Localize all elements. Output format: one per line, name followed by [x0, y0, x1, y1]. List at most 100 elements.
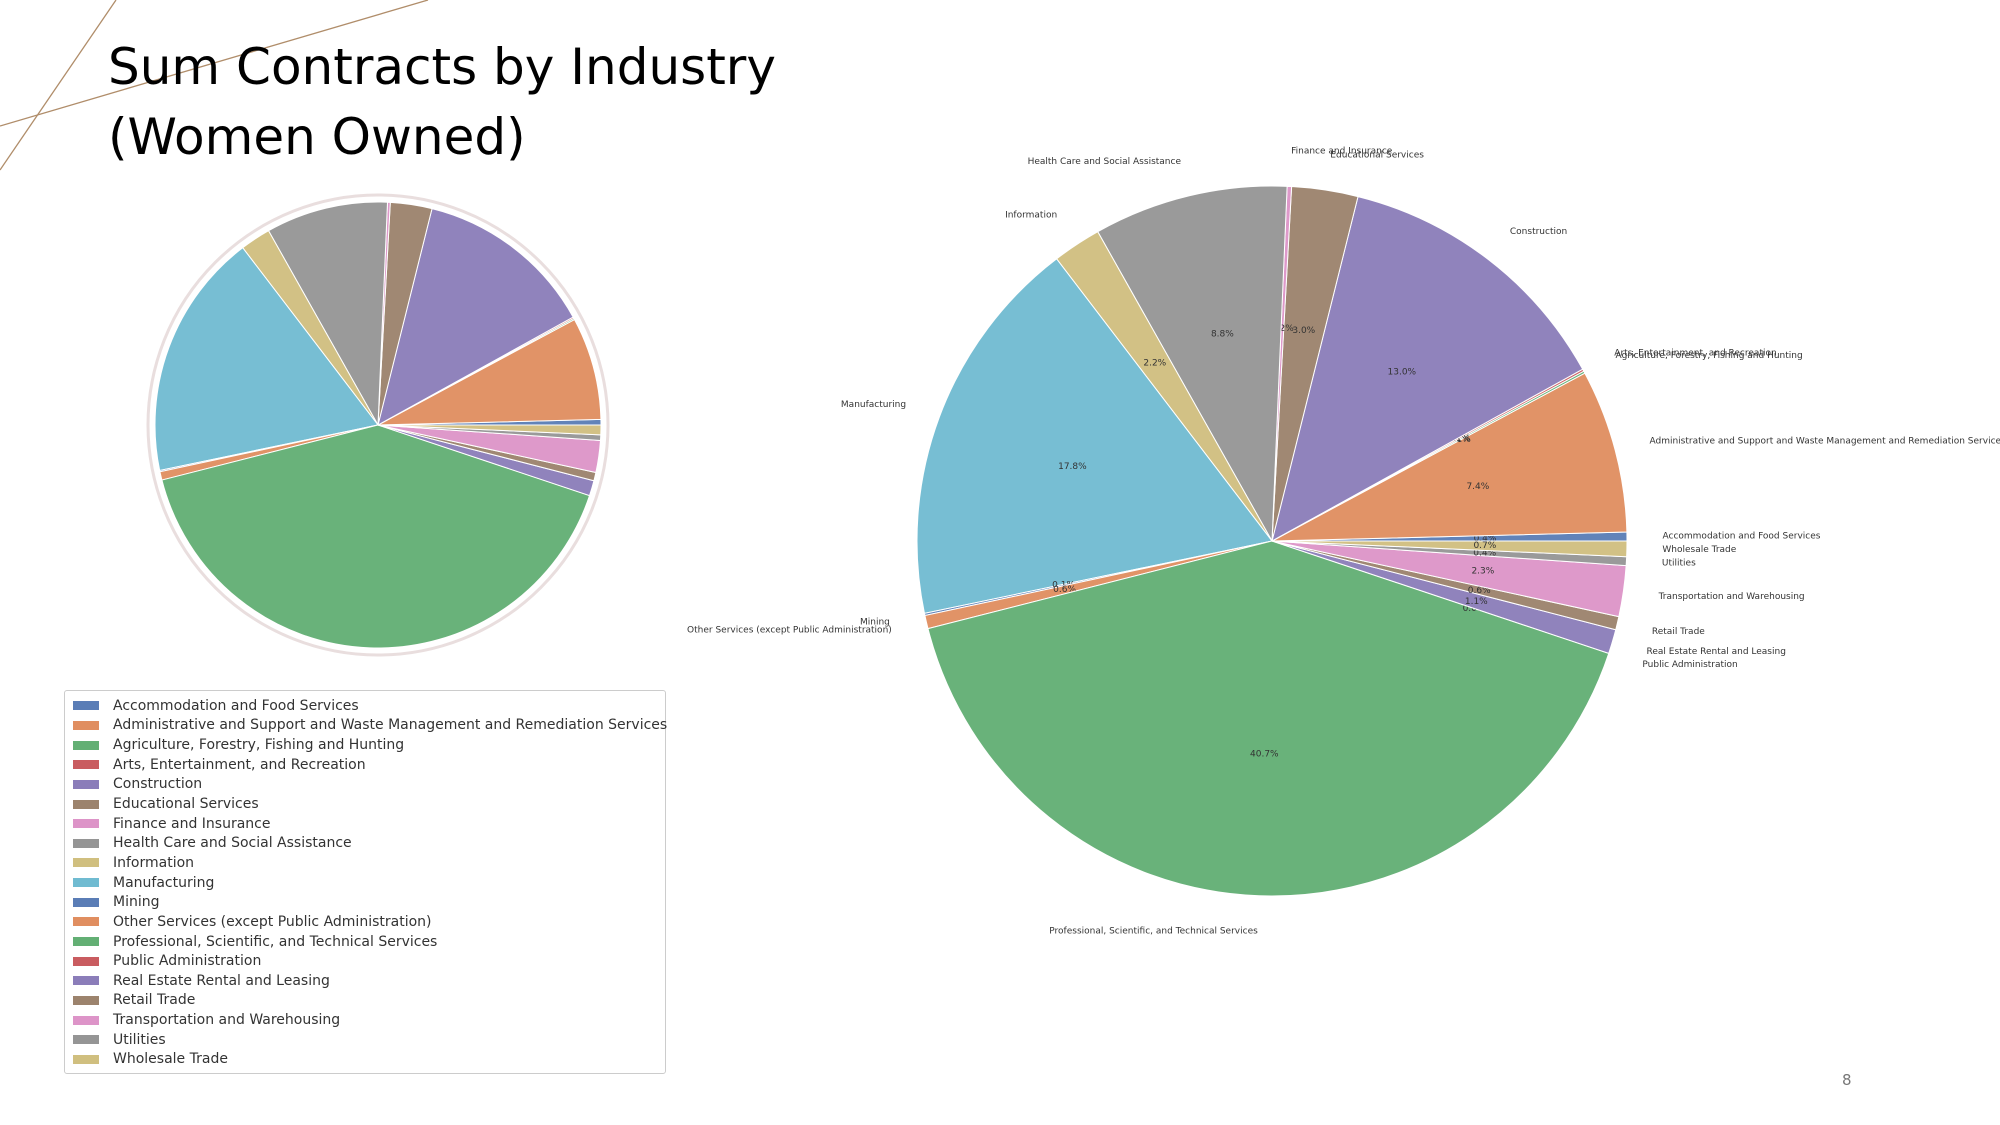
small-pie-slice-19 [377, 424, 602, 436]
legend-swatch [73, 976, 99, 986]
legend-item: Educational Services [65, 794, 665, 814]
legend-swatch [73, 858, 99, 868]
large-pie-category-label-19: Wholesale Trade [1662, 545, 1736, 555]
legend-swatch [73, 799, 99, 809]
legend-label: Other Services (except Public Administra… [113, 913, 432, 930]
legend-item: Finance and Insurance [65, 814, 665, 834]
large-pie-category-label-8: Health Care and Social Assistance [1028, 157, 1182, 167]
small-pie-slice-10 [154, 247, 379, 472]
legend-swatch [73, 838, 99, 848]
large-pie-percent-label-17: 2.3% [1471, 567, 1494, 577]
decorative-line-2 [0, 0, 429, 127]
large-pie-percent-label-6: 3.0% [1292, 326, 1315, 336]
large-pie-slice-19 [1271, 540, 1628, 558]
legend-label: Educational Services [113, 796, 259, 813]
legend-item: Accommodation and Food Services [65, 696, 665, 716]
legend-item: Information [65, 853, 665, 873]
legend-swatch [73, 740, 99, 750]
legend-label: Health Care and Social Assistance [113, 835, 352, 852]
legend-item: Public Administration [65, 951, 665, 971]
large-pie-slice-13 [927, 540, 1610, 897]
legend-swatch [73, 878, 99, 888]
small-pie-outline [146, 193, 610, 657]
legend-swatch [73, 819, 99, 829]
large-pie-category-label-1: Accommodation and Food Services [1663, 532, 1821, 542]
legend-item: Utilities [65, 1030, 665, 1050]
large-pie-category-label-5: Construction [1510, 227, 1567, 237]
legend-item: Mining [65, 892, 665, 912]
large-pie-percent-label-4: 0.1% [1447, 434, 1470, 444]
large-pie-percent-label-10: 17.8% [1058, 462, 1087, 472]
large-pie-category-label-14: Public Administration [1642, 660, 1737, 670]
large-pie-category-label-6: Educational Services [1330, 150, 1424, 160]
slide-title: Sum Contracts by Industry (Women Owned) [108, 32, 776, 172]
legend-label: Construction [113, 776, 203, 793]
large-pie-percent-label-19: 0.7% [1473, 541, 1496, 551]
legend-item: Professional, Scientific, and Technical … [65, 932, 665, 952]
large-pie-category-label-9: Information [1005, 210, 1057, 220]
large-pie-percent-label-12: 0.6% [1053, 585, 1076, 595]
large-pie-category-label-10: Manufacturing [841, 400, 906, 410]
legend-swatch [73, 779, 99, 789]
legend-swatch [73, 1054, 99, 1064]
small-pie-slice-5 [377, 208, 574, 426]
small-pie-slice-13 [161, 424, 591, 649]
legend-swatch [73, 1035, 99, 1045]
large-pie-percent-label-18: 0.4% [1473, 549, 1496, 559]
legend-swatch [73, 1015, 99, 1025]
legend-label: Public Administration [113, 953, 262, 970]
legend-label: Finance and Insurance [113, 815, 271, 832]
large-pie-category-label-3: Agriculture, Forestry, Fishing and Hunti… [1616, 351, 1803, 361]
legend-swatch [73, 897, 99, 907]
legend-label: Accommodation and Food Services [113, 697, 359, 714]
large-pie-category-label-4: Arts, Entertainment, and Recreation [1614, 349, 1776, 359]
legend-label: Mining [113, 894, 160, 911]
legend-swatch [73, 995, 99, 1005]
legend-label: Agriculture, Forestry, Fishing and Hunti… [113, 737, 405, 754]
large-pie-percent-label-2: 7.4% [1466, 482, 1489, 492]
legend-swatch [73, 956, 99, 966]
small-pie-slice-8 [267, 201, 389, 427]
legend-swatch [73, 937, 99, 946]
large-pie-category-label-11: Mining [860, 617, 890, 627]
legend-item: Administrative and Support and Waste Man… [65, 716, 667, 736]
legend-label: Wholesale Trade [113, 1051, 228, 1068]
large-pie-slice-8 [1097, 185, 1288, 543]
large-pie-category-label-12: Other Services (except Public Administra… [687, 626, 892, 636]
large-pie-percent-label-9: 2.2% [1143, 359, 1166, 369]
legend-label: Transportation and Warehousing [113, 1012, 341, 1029]
legend-item: Transportation and Warehousing [65, 1010, 665, 1030]
legend-label: Real Estate Rental and Leasing [113, 972, 330, 989]
legend-item: Agriculture, Forestry, Fishing and Hunti… [65, 735, 665, 755]
legend-item: Real Estate Rental and Leasing [65, 971, 665, 991]
legend-label: Utilities [113, 1031, 166, 1048]
large-pie-percent-label-7: 0.2% [1271, 324, 1294, 334]
large-pie-percent-label-16: 0.6% [1468, 586, 1491, 596]
legend-swatch [73, 917, 99, 927]
legend-item: Arts, Entertainment, and Recreation [65, 755, 665, 775]
legend-item: Health Care and Social Assistance [65, 833, 665, 853]
large-pie-percent-label-3: 0.1% [1448, 435, 1471, 445]
slide-title-line-2: (Women Owned) [108, 108, 526, 166]
large-pie-category-label-16: Retail Trade [1652, 627, 1705, 637]
legend-item: Wholesale Trade [65, 1050, 665, 1070]
legend: Accommodation and Food Services Administr… [64, 690, 667, 1075]
large-pie-percent-label-15: 1.1% [1465, 597, 1488, 607]
large-pie-percent-label-5: 13.0% [1388, 368, 1417, 378]
legend-item: Manufacturing [65, 873, 665, 893]
large-pie-category-label-18: Utilities [1662, 559, 1696, 569]
legend-swatch [73, 720, 99, 730]
large-pie-category-label-15: Real Estate Rental and Leasing [1647, 647, 1786, 657]
large-pie-percent-label-8: 8.8% [1211, 329, 1234, 339]
large-pie-category-label-2: Administrative and Support and Waste Man… [1650, 437, 2000, 447]
legend-label: Arts, Entertainment, and Recreation [113, 756, 366, 773]
large-pie-category-label-13: Professional, Scientific, and Technical … [1049, 927, 1258, 937]
large-pie-percent-label-13: 40.7% [1250, 749, 1279, 759]
page-number: 8 [1842, 1071, 1852, 1089]
small-pie-slice-2 [377, 318, 602, 426]
large-pie-slice-5 [1271, 195, 1584, 542]
slide-title-line-1: Sum Contracts by Industry [108, 38, 776, 96]
large-pie-slice-10 [916, 258, 1273, 614]
legend-label: Professional, Scientific, and Technical … [113, 933, 438, 950]
